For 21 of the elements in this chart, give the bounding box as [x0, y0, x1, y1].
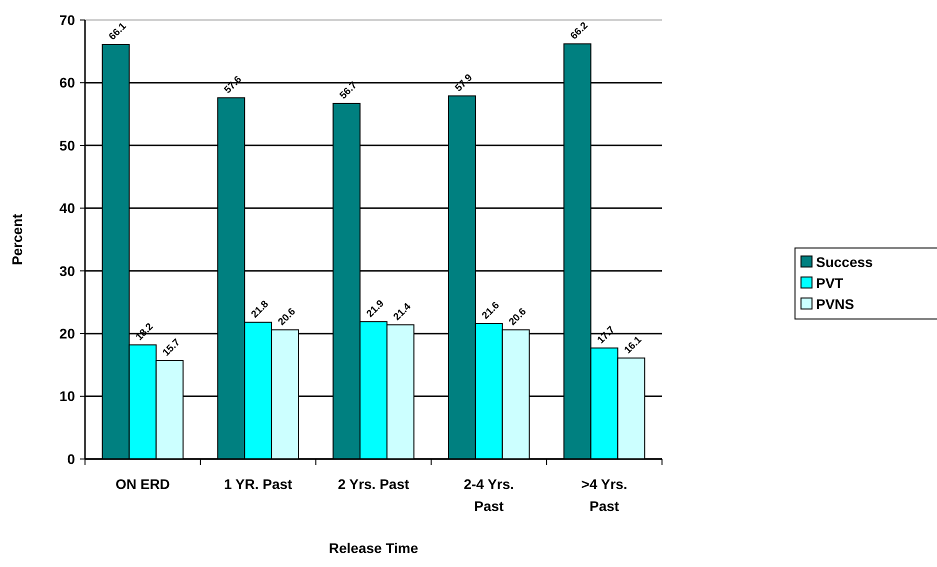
x-tick-label: 2 Yrs. Past — [338, 476, 410, 492]
legend-label: PVT — [816, 274, 844, 291]
y-tick-label: 0 — [67, 450, 76, 467]
data-label: 66.2 — [568, 20, 591, 42]
x-axis-title: Release Time — [328, 540, 418, 556]
data-label: 16.1 — [622, 334, 644, 356]
y-tick-label: 30 — [59, 262, 76, 279]
x-tick-label: 1 YR. Past — [224, 476, 293, 492]
x-tick-label: 2-4 Yrs. Past — [464, 476, 514, 514]
y-tick-label: 50 — [59, 137, 76, 154]
data-label: 66.1 — [107, 20, 129, 43]
y-tick-label: 20 — [59, 325, 76, 342]
y-tick-label: 10 — [59, 388, 76, 404]
y-tick-label: 40 — [59, 200, 76, 216]
legend-label: Success — [816, 254, 874, 270]
y-axis-title: Percent — [9, 213, 25, 266]
x-tick-label: >4 Yrs. Past — [581, 476, 628, 514]
x-tick-label: ON ERD — [115, 476, 170, 492]
y-tick-label: 70 — [59, 12, 76, 28]
y-tick-label: 60 — [59, 74, 76, 91]
legend-label: PVNS — [816, 296, 854, 312]
